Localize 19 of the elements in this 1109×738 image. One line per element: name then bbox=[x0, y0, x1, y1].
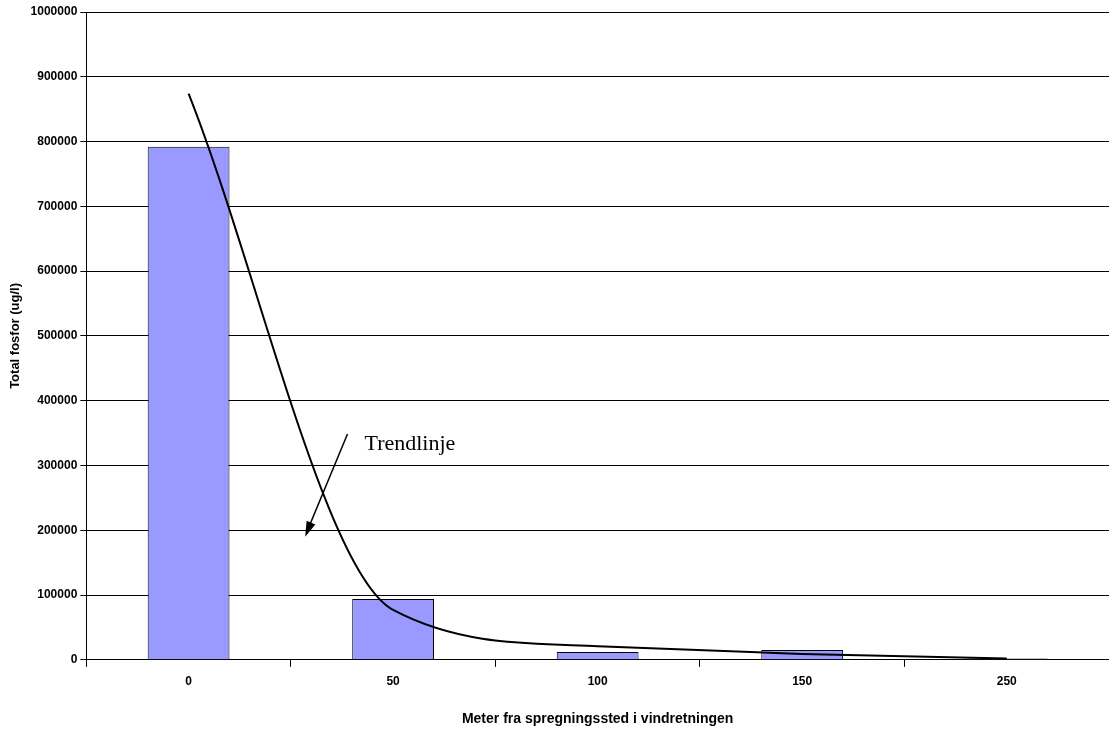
y-tick-label: 300000 bbox=[37, 457, 78, 472]
x-tick-label: 0 bbox=[185, 674, 193, 689]
y-tick-label: 100000 bbox=[37, 587, 78, 602]
x-tick-label: 250 bbox=[996, 674, 1018, 689]
y-tick-label: 700000 bbox=[37, 198, 78, 213]
x-axis-title: Meter fra spregningssted i vindretningen bbox=[461, 710, 734, 727]
y-tick-label: 500000 bbox=[37, 328, 78, 343]
y-tick-label: 800000 bbox=[37, 133, 78, 148]
annotation: Trendlinje bbox=[364, 429, 456, 455]
y-tick-label: 1000000 bbox=[30, 4, 78, 19]
y-tick-label: 0 bbox=[70, 652, 78, 667]
y-tick-label: 200000 bbox=[37, 522, 78, 537]
y-axis-title: Total fosfor (ug/l) bbox=[7, 282, 23, 389]
x-tick-label: 50 bbox=[386, 674, 401, 689]
y-tick-label: 900000 bbox=[37, 69, 78, 84]
x-tick-label: 150 bbox=[792, 674, 813, 689]
y-tick-label: 400000 bbox=[37, 392, 78, 407]
y-tick-label: 600000 bbox=[37, 263, 78, 278]
x-tick-label: 100 bbox=[587, 674, 608, 689]
